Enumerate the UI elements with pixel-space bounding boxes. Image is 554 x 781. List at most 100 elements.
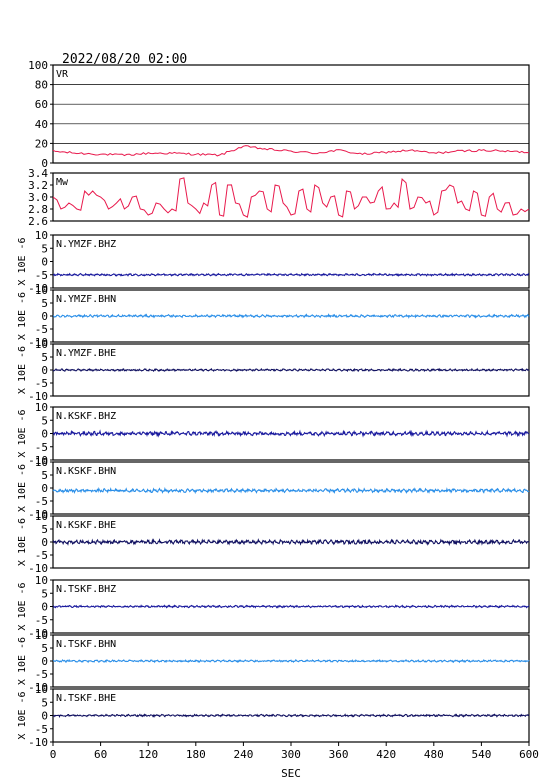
x-tick-label: 420 xyxy=(376,748,396,761)
y-tick-label: -5 xyxy=(35,323,48,336)
y-tick-label: 5 xyxy=(41,351,48,364)
y-tick-label: 100 xyxy=(28,59,48,72)
panel-label: Mw xyxy=(56,177,69,188)
y-tick-label: -5 xyxy=(35,723,48,736)
series-line-n-ymzf-bhn xyxy=(52,313,530,319)
y-tick-label: 2.8 xyxy=(28,203,48,216)
y-tick-label: 5 xyxy=(41,587,48,600)
panel-label: N.TSKF.BHZ xyxy=(56,584,116,595)
x-tick-label: 540 xyxy=(471,748,491,761)
x-tick-label: 60 xyxy=(94,748,107,761)
x-tick-label: 480 xyxy=(424,748,444,761)
y-axis-label: X 10E -6 xyxy=(17,409,28,457)
panels: 100806040200VR3.43.23.02.82.6Mw1050-5-10… xyxy=(17,59,530,749)
y-tick-label: 5 xyxy=(41,469,48,482)
panel-label: VR xyxy=(56,69,69,80)
y-tick-label: -5 xyxy=(35,668,48,681)
panel-frame xyxy=(52,172,530,222)
y-tick-label: 60 xyxy=(35,98,48,111)
y-tick-label: -10 xyxy=(28,336,48,349)
panel-label: N.YMZF.BHE xyxy=(56,348,116,359)
y-tick-label: -10 xyxy=(28,454,48,467)
series-line-n-tskf-bhe xyxy=(52,713,530,718)
y-tick-label: 3.2 xyxy=(28,179,48,192)
y-tick-label: 5 xyxy=(41,414,48,427)
y-tick-label: 10 xyxy=(35,338,48,351)
x-axis: 0 60 120 180 240 300 360 420 480 540 600 xyxy=(50,742,539,761)
panel-label: N.TSKF.BHE xyxy=(56,693,116,704)
y-tick-label: 5 xyxy=(41,696,48,709)
y-tick-label: 0 xyxy=(41,601,48,614)
y-tick-label: 0 xyxy=(41,710,48,723)
y-axis-label: X 10E -6 xyxy=(17,582,28,630)
y-tick-label: -10 xyxy=(28,390,48,403)
y-tick-label: 10 xyxy=(35,284,48,297)
series-line-n-ymzf-bhz xyxy=(52,272,530,277)
panel-frame xyxy=(52,64,530,164)
panel-frame xyxy=(52,234,530,289)
x-tick-label: 120 xyxy=(138,748,158,761)
panel-label: N.KSKF.BHZ xyxy=(56,411,116,422)
figure-title: 2022/08/20 02:00 xyxy=(62,52,187,67)
x-tick-label: 600 xyxy=(519,748,539,761)
y-axis-label: X 10E -6 xyxy=(17,464,28,512)
series-line-vr xyxy=(52,145,530,157)
y-tick-label: -5 xyxy=(35,269,48,282)
y-tick-label: -5 xyxy=(35,614,48,627)
y-tick-label: -10 xyxy=(28,681,48,694)
y-tick-label: 0 xyxy=(41,428,48,441)
y-tick-label: -10 xyxy=(28,282,48,295)
y-tick-label: 0 xyxy=(41,655,48,668)
series-line-mw xyxy=(52,177,530,218)
panel-label: N.YMZF.BHN xyxy=(56,294,116,305)
y-tick-label: -10 xyxy=(28,508,48,521)
series-line-n-kskf-bhz xyxy=(52,429,530,438)
panel-label: N.KSKF.BHE xyxy=(56,520,116,531)
y-tick-label: -5 xyxy=(35,377,48,390)
y-axis-label: X 10E -6 xyxy=(17,237,28,285)
x-tick-label: 300 xyxy=(281,748,301,761)
y-tick-label: 0 xyxy=(41,364,48,377)
y-tick-label: 3.0 xyxy=(28,191,48,204)
y-tick-label: 0 xyxy=(41,310,48,323)
y-tick-label: 0 xyxy=(41,482,48,495)
y-tick-label: -10 xyxy=(28,736,48,749)
y-tick-label: 5 xyxy=(41,242,48,255)
y-tick-label: 5 xyxy=(41,523,48,536)
panel-label: N.KSKF.BHN xyxy=(56,466,116,477)
x-tick-label: 240 xyxy=(233,748,253,761)
panel-label: N.YMZF.BHZ xyxy=(56,239,116,250)
x-tick-label: 180 xyxy=(186,748,206,761)
series-line-n-kskf-bhn xyxy=(52,486,530,495)
y-tick-label: 0 xyxy=(41,536,48,549)
series-line-n-tskf-bhn xyxy=(52,658,530,664)
y-tick-label: -10 xyxy=(28,627,48,640)
x-tick-label: 360 xyxy=(329,748,349,761)
y-tick-label: 10 xyxy=(35,574,48,587)
panel-vr: 100 80 60 40 20 0 VR xyxy=(28,59,530,170)
panel-mw: 3.43.23.02.82.6 Mw xyxy=(28,167,530,228)
y-axis-label: X 10E -6 xyxy=(17,346,28,394)
series-line-n-ymzf-bhe xyxy=(52,367,530,373)
panel-label: N.TSKF.BHN xyxy=(56,639,116,650)
y-tick-label: 10 xyxy=(35,510,48,523)
y-tick-label: 20 xyxy=(35,137,48,150)
panel-frame xyxy=(52,461,530,515)
y-tick-label: -5 xyxy=(35,549,48,562)
y-tick-label: 2.6 xyxy=(28,215,48,228)
y-tick-label: -5 xyxy=(35,495,48,508)
y-tick-label: 10 xyxy=(35,456,48,469)
x-tick-label: 0 xyxy=(50,748,57,761)
y-tick-label: 10 xyxy=(35,401,48,414)
y-axis-label: X 10E -6 xyxy=(17,292,28,340)
